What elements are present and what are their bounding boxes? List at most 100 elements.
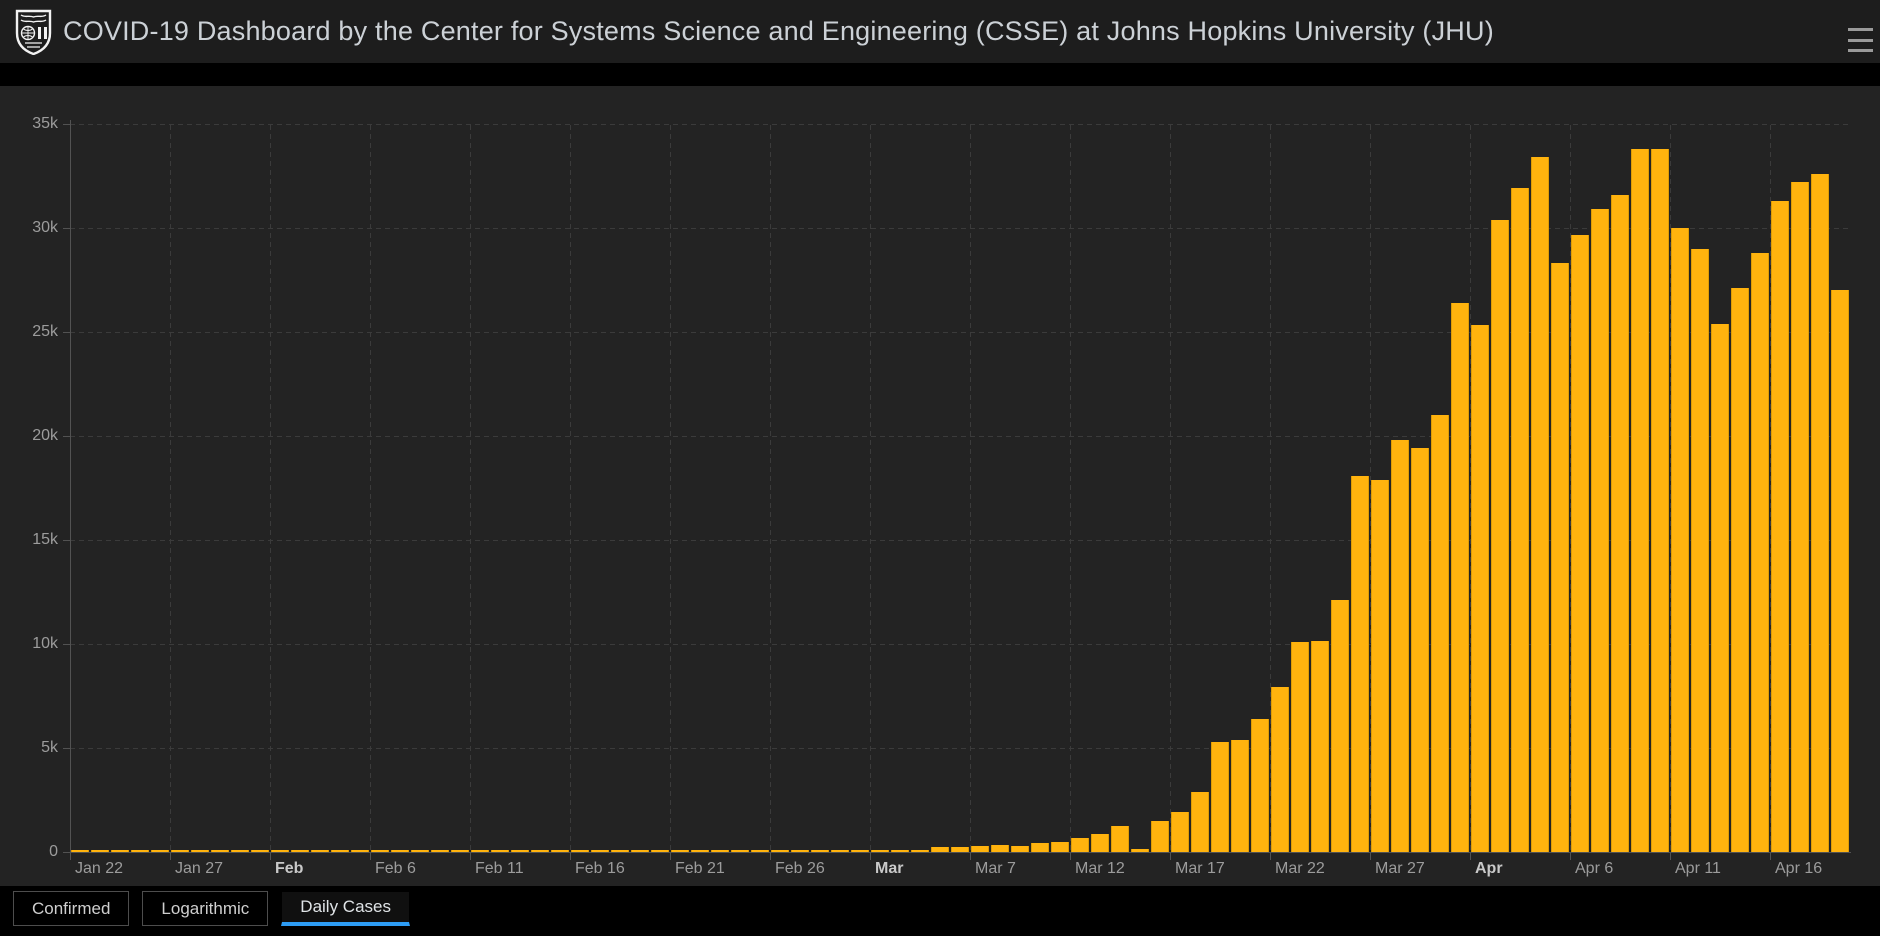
daily-cases-bar[interactable]	[1671, 228, 1689, 852]
daily-cases-bar[interactable]	[791, 850, 809, 852]
daily-cases-bar[interactable]	[451, 850, 469, 852]
daily-cases-bar[interactable]	[1651, 149, 1669, 852]
daily-cases-bar[interactable]	[491, 850, 509, 852]
daily-cases-bar[interactable]	[1491, 220, 1509, 852]
x-gridline	[670, 125, 671, 852]
daily-cases-bar[interactable]	[1691, 249, 1709, 852]
daily-cases-bar[interactable]	[191, 850, 209, 852]
daily-cases-bar[interactable]	[271, 850, 289, 852]
daily-cases-bar[interactable]	[671, 850, 689, 852]
daily-cases-bar[interactable]	[511, 850, 529, 852]
daily-cases-bar[interactable]	[591, 850, 609, 852]
daily-cases-bar[interactable]	[1831, 290, 1849, 852]
daily-cases-bar[interactable]	[431, 850, 449, 852]
daily-cases-bar[interactable]	[1411, 448, 1429, 852]
daily-cases-bar[interactable]	[211, 850, 229, 852]
daily-cases-bar[interactable]	[1151, 821, 1169, 852]
daily-cases-bar[interactable]	[1171, 812, 1189, 852]
daily-cases-bar[interactable]	[1211, 742, 1229, 852]
daily-cases-bar[interactable]	[571, 850, 589, 852]
daily-cases-bar[interactable]	[1751, 253, 1769, 852]
tab-confirmed[interactable]: Confirmed	[13, 891, 130, 926]
x-gridline	[1070, 125, 1071, 852]
daily-cases-bar[interactable]	[131, 850, 149, 852]
daily-cases-bar[interactable]	[991, 845, 1009, 852]
daily-cases-bar[interactable]	[311, 850, 329, 852]
daily-cases-bar[interactable]	[1451, 303, 1469, 852]
daily-cases-bar[interactable]	[391, 850, 409, 852]
daily-cases-bar[interactable]	[531, 850, 549, 852]
daily-cases-bar[interactable]	[1591, 209, 1609, 852]
daily-cases-bar[interactable]	[1711, 324, 1729, 852]
daily-cases-bar[interactable]	[1371, 480, 1389, 852]
daily-cases-bar[interactable]	[1271, 687, 1289, 852]
daily-cases-bar[interactable]	[111, 850, 129, 852]
daily-cases-bar[interactable]	[371, 850, 389, 852]
daily-cases-bar[interactable]	[331, 850, 349, 852]
daily-cases-bar[interactable]	[651, 850, 669, 852]
tab-logarithmic[interactable]: Logarithmic	[142, 891, 269, 926]
daily-cases-bar[interactable]	[971, 846, 989, 852]
daily-cases-bar[interactable]	[731, 850, 749, 852]
daily-cases-bar[interactable]	[231, 850, 249, 852]
daily-cases-bar[interactable]	[1311, 641, 1329, 852]
x-axis-tick	[770, 852, 771, 860]
daily-cases-bar[interactable]	[551, 850, 569, 852]
daily-cases-bar[interactable]	[631, 850, 649, 852]
daily-cases-bar[interactable]	[291, 850, 309, 852]
daily-cases-bar[interactable]	[1191, 792, 1209, 852]
daily-cases-bar[interactable]	[411, 850, 429, 852]
daily-cases-bar[interactable]	[1811, 174, 1829, 852]
daily-cases-bar[interactable]	[871, 850, 889, 852]
daily-cases-bar[interactable]	[71, 850, 89, 852]
daily-cases-bar[interactable]	[851, 850, 869, 852]
daily-cases-bar[interactable]	[1291, 642, 1309, 852]
hamburger-menu-icon[interactable]	[1847, 26, 1875, 54]
y-axis-tick	[63, 436, 70, 437]
daily-cases-bar[interactable]	[811, 850, 829, 852]
daily-cases-bar[interactable]	[1531, 157, 1549, 852]
daily-cases-bar[interactable]	[1791, 182, 1809, 852]
daily-cases-bar[interactable]	[1631, 149, 1649, 852]
daily-cases-bar[interactable]	[251, 850, 269, 852]
daily-cases-bar[interactable]	[471, 850, 489, 852]
daily-cases-bar[interactable]	[1091, 834, 1109, 852]
daily-cases-bar[interactable]	[1111, 826, 1129, 852]
daily-cases-bar[interactable]	[1131, 849, 1149, 852]
daily-cases-bar[interactable]	[611, 850, 629, 852]
daily-cases-bar[interactable]	[1031, 843, 1049, 852]
daily-cases-bar[interactable]	[911, 850, 929, 852]
daily-cases-bar[interactable]	[171, 850, 189, 852]
daily-cases-bar[interactable]	[91, 850, 109, 852]
daily-cases-bar[interactable]	[1471, 325, 1489, 852]
daily-cases-bar[interactable]	[831, 850, 849, 852]
daily-cases-bar[interactable]	[691, 850, 709, 852]
y-axis-tick	[63, 748, 70, 749]
daily-cases-bar[interactable]	[1431, 415, 1449, 852]
daily-cases-bar[interactable]	[931, 847, 949, 852]
y-axis-line	[70, 120, 71, 852]
daily-cases-bar[interactable]	[1011, 846, 1029, 852]
daily-cases-bar[interactable]	[951, 847, 969, 852]
daily-cases-bar[interactable]	[1351, 476, 1369, 852]
daily-cases-bar[interactable]	[1391, 440, 1409, 852]
tab-daily-cases[interactable]: Daily Cases	[281, 891, 410, 926]
daily-cases-bar[interactable]	[1071, 838, 1089, 852]
daily-cases-bar[interactable]	[711, 850, 729, 852]
daily-cases-bar[interactable]	[1571, 235, 1589, 852]
daily-cases-bar[interactable]	[1771, 201, 1789, 852]
daily-cases-bar[interactable]	[751, 850, 769, 852]
daily-cases-bar[interactable]	[771, 850, 789, 852]
daily-cases-bar[interactable]	[1551, 263, 1569, 852]
daily-cases-bar[interactable]	[151, 850, 169, 852]
daily-cases-bar[interactable]	[1611, 195, 1629, 852]
daily-cases-bar[interactable]	[1731, 288, 1749, 852]
daily-cases-bar[interactable]	[891, 850, 909, 852]
daily-cases-bar[interactable]	[1051, 842, 1069, 852]
daily-cases-bar[interactable]	[1251, 719, 1269, 852]
daily-cases-bar[interactable]	[351, 850, 369, 852]
daily-cases-bar[interactable]	[1511, 188, 1529, 852]
daily-cases-bar[interactable]	[1231, 740, 1249, 852]
daily-cases-bar[interactable]	[1331, 600, 1349, 852]
